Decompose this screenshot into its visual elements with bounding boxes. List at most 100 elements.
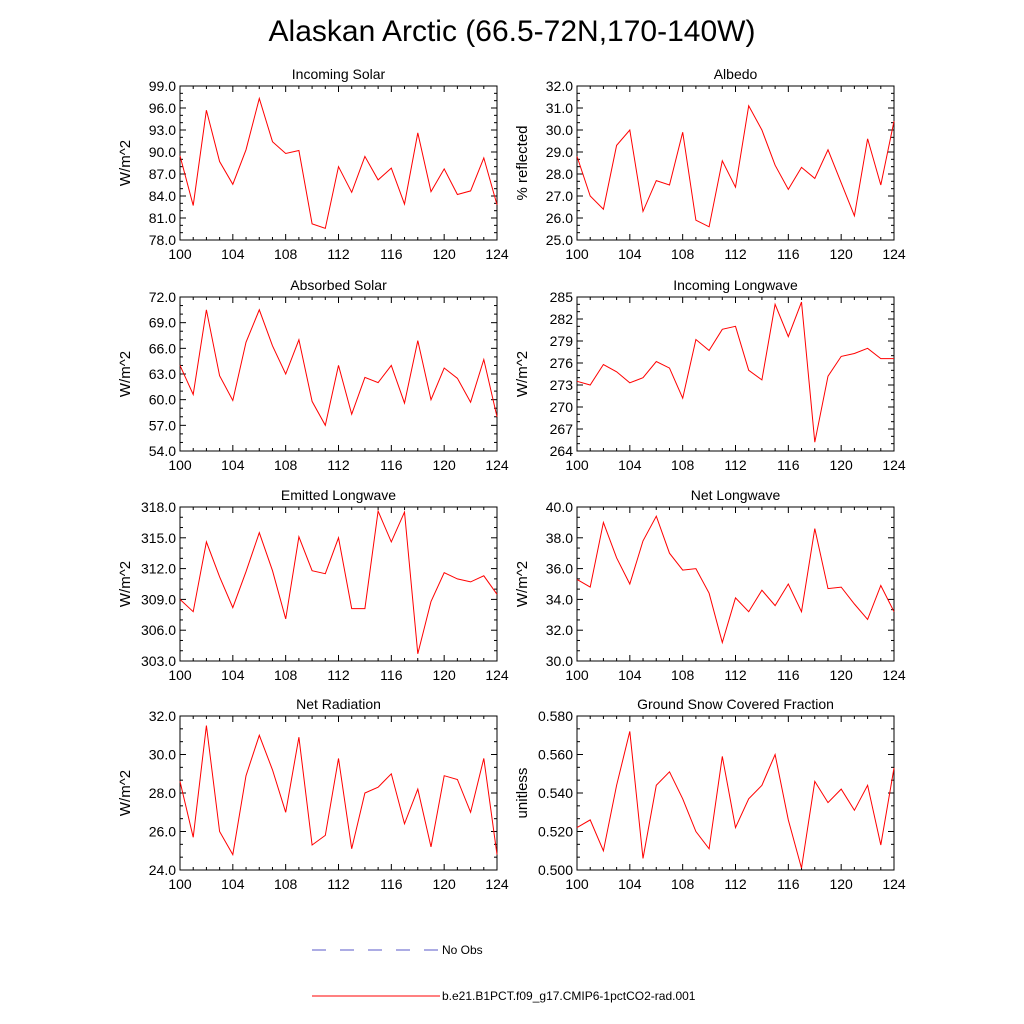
- series-line: [179, 96, 498, 229]
- x-tick-label: 124: [882, 667, 906, 683]
- panel-title: Absorbed Solar: [290, 277, 387, 293]
- x-tick-label: 100: [168, 667, 192, 683]
- x-tick-label: 100: [565, 457, 589, 473]
- y-tick-label: 282: [550, 311, 574, 327]
- x-tick-label: 108: [274, 667, 298, 683]
- y-tick-label: 87.0: [149, 166, 176, 182]
- x-tick-label: 108: [274, 246, 298, 262]
- x-tick-label: 124: [882, 246, 906, 262]
- y-tick-label: 69.0: [149, 315, 176, 331]
- y-tick-label: 99.0: [149, 78, 176, 94]
- y-tick-label: 26.0: [546, 210, 573, 226]
- main-title: Alaskan Arctic (66.5-72N,170-140W): [269, 15, 756, 48]
- y-tick-label: 32.0: [546, 622, 573, 638]
- x-tick-label: 104: [221, 246, 245, 262]
- x-tick-label: 100: [168, 246, 192, 262]
- y-axis-label: W/m^2: [117, 351, 134, 397]
- legend: No Obs b.e21.B1PCT.f09_g17.CMIP6-1pctCO2…: [312, 943, 696, 1003]
- y-tick-label: 63.0: [149, 366, 176, 382]
- y-tick-label: 24.0: [149, 862, 176, 878]
- x-tick-label: 124: [882, 457, 906, 473]
- x-tick-label: 112: [327, 457, 350, 473]
- y-tick-label: 31.0: [546, 100, 573, 116]
- panel-emitted-longwave: Emitted Longwave 100 104 108 112 116 120 124 303…: [117, 487, 509, 683]
- x-tick-label: 100: [565, 876, 589, 892]
- x-tick-label: 112: [327, 667, 350, 683]
- y-tick-label: 28.0: [149, 785, 176, 801]
- legend-no-obs-label: No Obs: [442, 943, 483, 957]
- plot-frame: [576, 506, 895, 662]
- panel-absorbed-solar: Absorbed Solar 100 104 108 112 116 120 124 54.0 5…: [117, 277, 509, 473]
- y-tick-label: 32.0: [149, 708, 176, 724]
- x-tick-label: 104: [618, 246, 642, 262]
- plot-frame: [576, 85, 895, 241]
- x-tick-label: 108: [671, 667, 695, 683]
- y-tick-label: 66.0: [149, 340, 176, 356]
- x-tick-label: 104: [618, 457, 642, 473]
- y-tick-label: 78.0: [149, 232, 176, 248]
- x-tick-label: 100: [168, 457, 192, 473]
- panel-title: Incoming Longwave: [673, 277, 798, 293]
- y-axis-label: unitless: [514, 768, 531, 819]
- x-tick-label: 108: [671, 876, 695, 892]
- series-line: [576, 104, 895, 228]
- legend-model-label: b.e21.B1PCT.f09_g17.CMIP6-1pctCO2-rad.00…: [442, 989, 696, 1003]
- series-line: [576, 301, 894, 443]
- y-tick-label: 276: [550, 355, 574, 371]
- plot-frame: [179, 296, 498, 452]
- x-tick-label: 116: [380, 667, 403, 683]
- panels: Incoming Solar 100 104 108 112 116 120 124 78.0 8…: [117, 66, 906, 892]
- plot-frame: [576, 296, 895, 452]
- y-tick-label: 306.0: [141, 622, 176, 638]
- series-line: [179, 509, 498, 654]
- x-tick-label: 120: [829, 246, 853, 262]
- y-tick-label: 30.0: [149, 747, 176, 763]
- x-tick-label: 100: [565, 246, 589, 262]
- y-tick-label: 28.0: [546, 166, 573, 182]
- y-axis-label: W/m^2: [514, 351, 531, 397]
- y-tick-label: 273: [550, 377, 574, 393]
- y-tick-label: 60.0: [149, 392, 176, 408]
- panel-incoming-solar: Incoming Solar 100 104 108 112 116 120 124 78.0 8…: [117, 66, 509, 262]
- y-tick-label: 270: [550, 399, 574, 415]
- y-tick-label: 26.0: [149, 824, 176, 840]
- panel-title: Incoming Solar: [292, 66, 386, 82]
- x-tick-label: 120: [829, 876, 853, 892]
- y-axis-label: W/m^2: [117, 770, 134, 816]
- y-tick-label: 96.0: [149, 100, 176, 116]
- y-tick-label: 318.0: [141, 499, 176, 515]
- panel-title: Albedo: [714, 66, 758, 82]
- x-tick-label: 112: [327, 876, 350, 892]
- panel-net-radiation: Net Radiation 100 104 108 112 116 120 124 24.0 26…: [117, 696, 509, 892]
- y-tick-label: 90.0: [149, 144, 176, 160]
- x-tick-label: 120: [829, 667, 853, 683]
- x-tick-label: 124: [485, 667, 509, 683]
- y-tick-label: 72.0: [149, 289, 176, 305]
- x-tick-label: 108: [274, 457, 298, 473]
- x-tick-label: 116: [777, 246, 800, 262]
- x-tick-label: 120: [432, 246, 456, 262]
- x-tick-label: 120: [829, 457, 853, 473]
- y-axis-label: % reflected: [514, 125, 531, 200]
- x-tick-label: 104: [618, 876, 642, 892]
- plot-frame: [179, 715, 498, 871]
- y-tick-label: 27.0: [546, 188, 573, 204]
- y-tick-label: 0.540: [538, 785, 573, 801]
- x-tick-label: 112: [724, 876, 747, 892]
- x-tick-label: 112: [327, 246, 350, 262]
- x-tick-label: 104: [221, 667, 245, 683]
- panel-title: Ground Snow Covered Fraction: [637, 696, 834, 712]
- y-tick-label: 0.580: [538, 708, 573, 724]
- x-tick-label: 124: [485, 876, 509, 892]
- y-axis-label: W/m^2: [117, 140, 134, 186]
- y-tick-label: 34.0: [546, 591, 573, 607]
- x-tick-label: 104: [221, 876, 245, 892]
- x-tick-label: 124: [485, 457, 509, 473]
- panel-incoming-longwave: Incoming Longwave 100 104 108 112 116 120 124 26…: [514, 277, 906, 473]
- x-tick-label: 108: [671, 457, 695, 473]
- x-tick-label: 124: [882, 876, 906, 892]
- y-tick-label: 309.0: [141, 591, 176, 607]
- x-tick-label: 112: [724, 246, 747, 262]
- x-tick-label: 112: [724, 457, 747, 473]
